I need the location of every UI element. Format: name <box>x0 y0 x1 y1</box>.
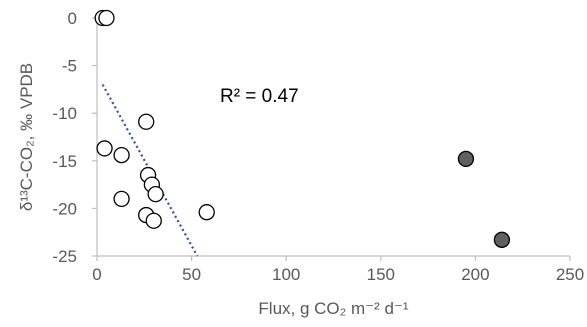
y-tick-label: -25 <box>52 247 77 266</box>
data-point-open <box>113 190 130 208</box>
data-point-open <box>198 204 215 221</box>
data-point-open <box>98 9 115 27</box>
data-point-open <box>145 212 162 229</box>
x-tick-label: 200 <box>461 265 489 284</box>
x-tick-label: 150 <box>367 265 395 284</box>
data-point-open <box>96 140 113 157</box>
x-tick-label: 50 <box>182 265 201 284</box>
plot-area: 0 -5 -10 -15 -20 -25 0 50 100 150 200 250 Flux, g CO… <box>17 9 584 318</box>
y-axis-title: δ¹³C-CO₂, ‰ VPDB <box>17 63 36 211</box>
data-point-open <box>147 185 164 203</box>
y-tick-label: -10 <box>52 104 77 123</box>
x-tick-label: 100 <box>272 265 300 284</box>
data-point-filled <box>493 231 511 248</box>
x-tick-label: 250 <box>556 265 584 284</box>
data-point-open <box>113 146 130 164</box>
y-tick-label: -5 <box>62 57 77 76</box>
y-tick-label: 0 <box>68 9 77 28</box>
data-point-open <box>138 113 155 130</box>
x-tick-label: 0 <box>92 265 101 284</box>
y-tick-label: -20 <box>52 199 77 218</box>
r-squared-annotation: R² = 0.47 <box>220 86 299 107</box>
x-axis-title: Flux, g CO₂ m⁻² d⁻¹ <box>258 299 409 318</box>
data-point-filled <box>457 150 475 168</box>
y-tick-label: -15 <box>52 152 77 171</box>
